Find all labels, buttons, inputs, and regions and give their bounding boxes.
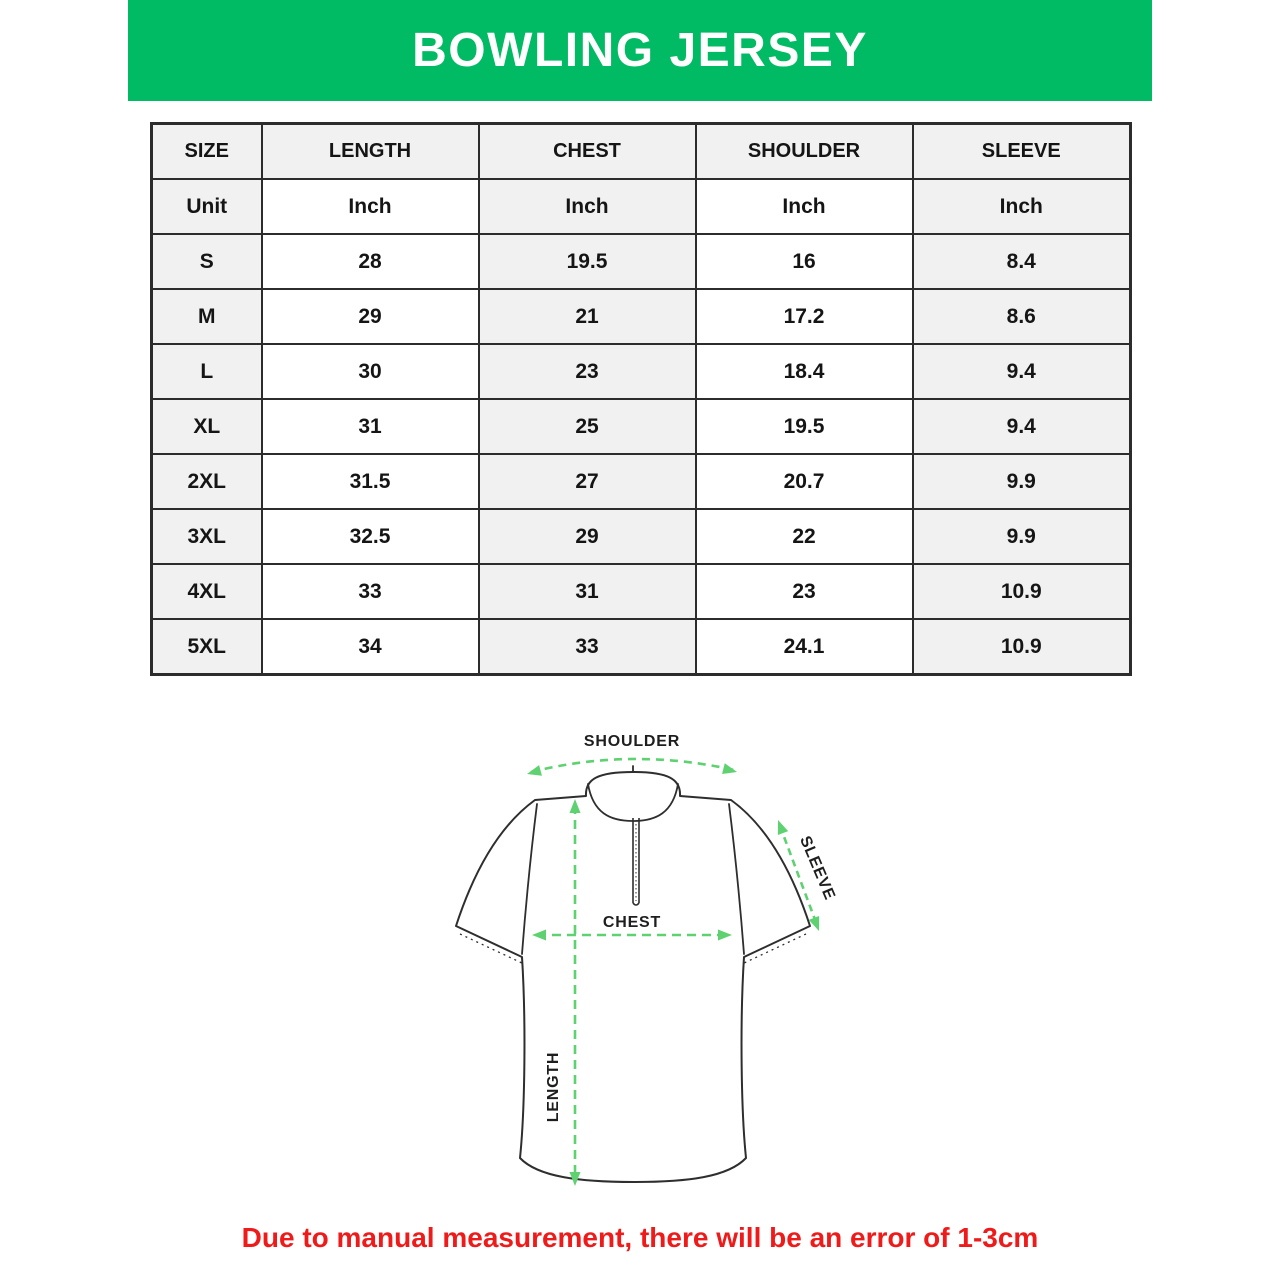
value-cell: 29 — [260, 288, 480, 345]
size-cell: M — [150, 288, 263, 345]
shoulder-label: SHOULDER — [584, 733, 680, 750]
size-cell: 3XL — [150, 508, 263, 565]
size-row: 2XL 31.5 27 20.7 9.9 — [150, 453, 1132, 510]
value-cell: 22 — [694, 508, 914, 565]
unit-cell: Inch — [260, 178, 480, 235]
col-header-sleeve: SLEEVE — [911, 122, 1132, 180]
value-cell: 21 — [477, 288, 697, 345]
zipper-icon — [632, 818, 640, 906]
unit-cell: Inch — [477, 178, 697, 235]
right-armhole-seam — [728, 803, 745, 955]
col-header-shoulder: SHOULDER — [694, 122, 914, 180]
sleeve-label: SLEEVE — [796, 834, 838, 903]
left-armhole-seam — [521, 803, 538, 955]
size-cell: 4XL — [150, 563, 263, 620]
size-cell: 5XL — [150, 618, 263, 676]
value-cell: 20.7 — [694, 453, 914, 510]
page-title: BOWLING JERSEY — [412, 24, 868, 77]
size-row: L 30 23 18.4 9.4 — [150, 343, 1132, 400]
size-row: S 28 19.5 16 8.4 — [150, 233, 1132, 290]
title-banner: BOWLING JERSEY — [128, 0, 1152, 101]
size-row: 4XL 33 31 23 10.9 — [150, 563, 1132, 620]
value-cell: 9.4 — [911, 343, 1132, 400]
value-cell: 33 — [477, 618, 697, 676]
size-cell: S — [150, 233, 263, 290]
value-cell: 10.9 — [911, 563, 1132, 620]
measurement-note: Due to manual measurement, there will be… — [241, 1222, 1039, 1253]
value-cell: 33 — [260, 563, 480, 620]
size-table: SIZE LENGTH CHEST SHOULDER SLEEVE Unit I… — [150, 122, 1132, 676]
unit-row: Unit Inch Inch Inch Inch — [150, 178, 1132, 235]
size-row: 3XL 32.5 29 22 9.9 — [150, 508, 1132, 565]
value-cell: 24.1 — [694, 618, 914, 676]
jersey-measurement-diagram: SHOULDER CHEST LENGTH SLEEVE — [455, 733, 838, 1186]
size-cell: L — [150, 343, 263, 400]
value-cell: 19.5 — [694, 398, 914, 455]
value-cell: 29 — [477, 508, 697, 565]
shoulder-arrow — [530, 757, 735, 774]
value-cell: 23 — [694, 563, 914, 620]
size-cell: XL — [150, 398, 263, 455]
value-cell: 19.5 — [477, 233, 697, 290]
value-cell: 30 — [260, 343, 480, 400]
sleeve-arrow — [778, 825, 819, 926]
value-cell: 31 — [260, 398, 480, 455]
value-cell: 8.6 — [911, 288, 1132, 345]
value-cell: 31.5 — [260, 453, 480, 510]
value-cell: 10.9 — [911, 618, 1132, 676]
value-cell: 9.9 — [911, 453, 1132, 510]
size-table-body: Unit Inch Inch Inch Inch S 28 19.5 16 8.4 M 29… — [150, 178, 1132, 676]
value-cell: 32.5 — [260, 508, 480, 565]
value-cell: 25 — [477, 398, 697, 455]
measurement-labels: SHOULDER CHEST LENGTH SLEEVE — [545, 733, 838, 1122]
jersey-outline — [455, 765, 811, 1183]
col-header-length: LENGTH — [260, 122, 480, 180]
col-header-size: SIZE — [150, 122, 263, 180]
unit-cell: Unit — [150, 178, 263, 235]
size-row: XL 31 25 19.5 9.4 — [150, 398, 1132, 455]
unit-cell: Inch — [694, 178, 914, 235]
chest-label: CHEST — [603, 914, 661, 931]
size-row: 5XL 34 33 24.1 10.9 — [150, 618, 1132, 676]
table-header-row: SIZE LENGTH CHEST SHOULDER SLEEVE — [150, 122, 1132, 180]
value-cell: 23 — [477, 343, 697, 400]
value-cell: 8.4 — [911, 233, 1132, 290]
value-cell: 16 — [694, 233, 914, 290]
size-row: M 29 21 17.2 8.6 — [150, 288, 1132, 345]
length-label: LENGTH — [545, 1052, 562, 1123]
value-cell: 31 — [477, 563, 697, 620]
value-cell: 18.4 — [694, 343, 914, 400]
value-cell: 9.9 — [911, 508, 1132, 565]
col-header-chest: CHEST — [477, 122, 697, 180]
value-cell: 9.4 — [911, 398, 1132, 455]
value-cell: 28 — [260, 233, 480, 290]
measurement-arrows — [527, 757, 820, 1186]
value-cell: 17.2 — [694, 288, 914, 345]
value-cell: 27 — [477, 453, 697, 510]
size-cell: 2XL — [150, 453, 263, 510]
value-cell: 34 — [260, 618, 480, 676]
unit-cell: Inch — [911, 178, 1132, 235]
